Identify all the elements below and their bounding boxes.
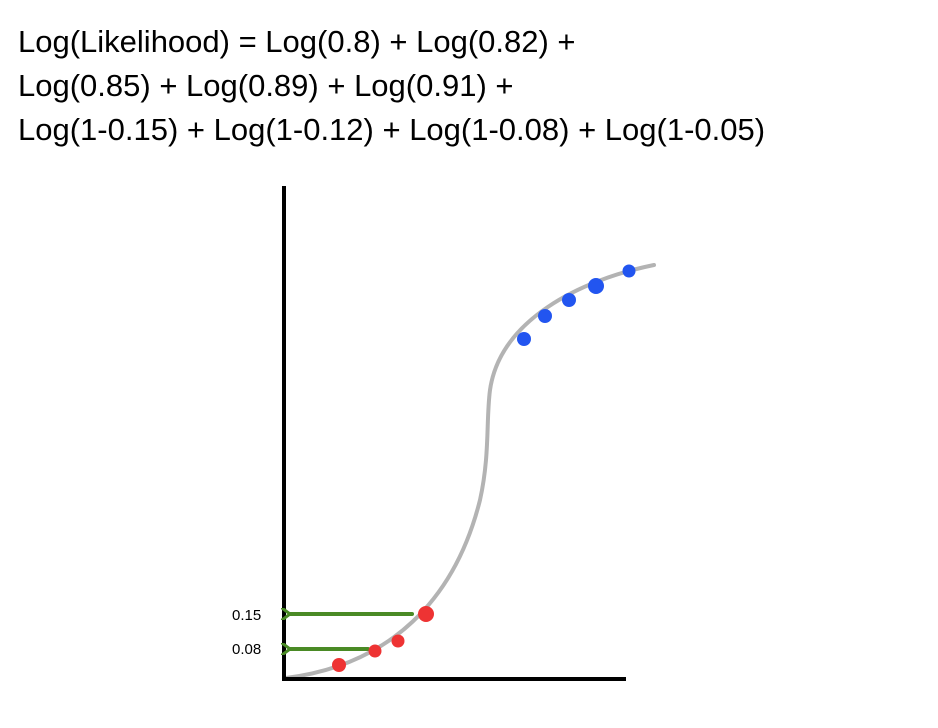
positive-point bbox=[517, 332, 531, 346]
positive-point bbox=[588, 278, 604, 294]
sigmoid-curve bbox=[284, 263, 656, 680]
log-likelihood-equation: Log(Likelihood) = Log(0.8) + Log(0.82) +… bbox=[18, 20, 765, 152]
equation-line-1: Log(Likelihood) = Log(0.8) + Log(0.82) + bbox=[18, 24, 576, 59]
negative-point bbox=[332, 658, 346, 672]
positive-point bbox=[538, 309, 552, 323]
positive-point bbox=[562, 293, 576, 307]
tick-label-0-15: 0.15 bbox=[232, 607, 261, 624]
equation-line-3: Log(1-0.15) + Log(1-0.12) + Log(1-0.08) … bbox=[18, 112, 766, 147]
negative-point bbox=[391, 634, 405, 648]
positive-point bbox=[622, 264, 636, 278]
tick-label-0-08: 0.08 bbox=[232, 641, 261, 658]
equation-line-2: Log(0.85) + Log(0.89) + Log(0.91) + bbox=[18, 68, 514, 103]
negative-point bbox=[418, 606, 434, 622]
negative-point bbox=[368, 644, 382, 658]
